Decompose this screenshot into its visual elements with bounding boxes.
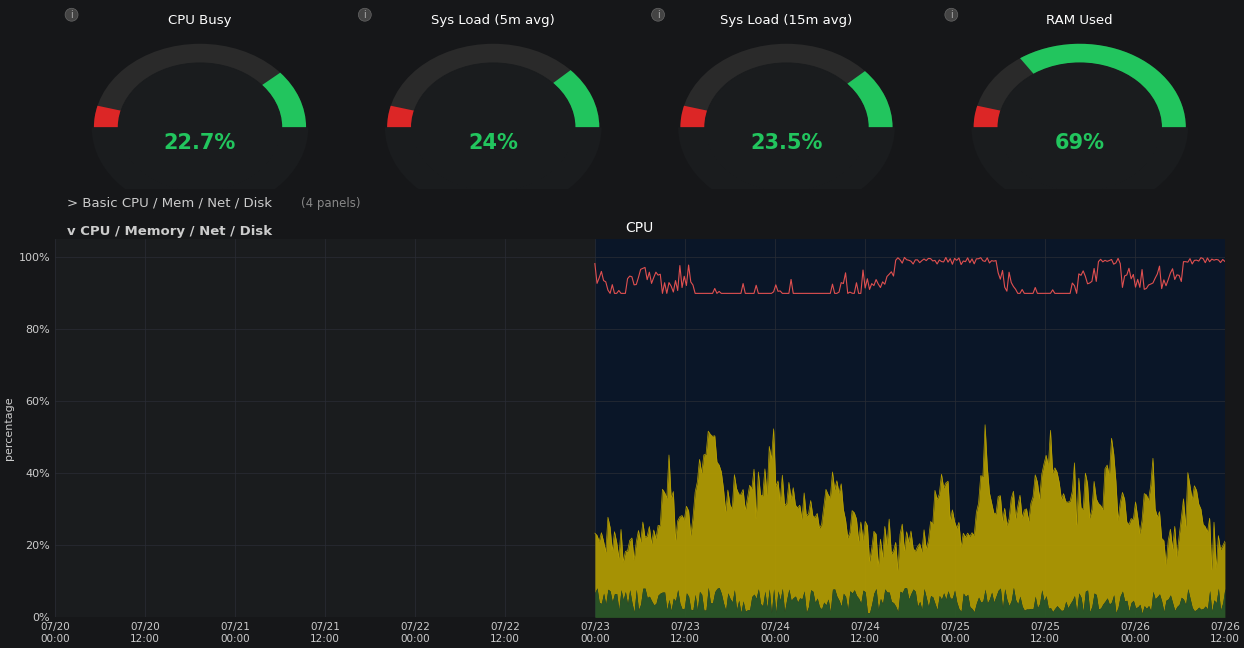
Wedge shape (92, 128, 309, 213)
Wedge shape (678, 128, 894, 213)
Circle shape (998, 63, 1161, 192)
Bar (55, 239, 595, 618)
Wedge shape (387, 106, 414, 128)
Wedge shape (680, 44, 892, 128)
Wedge shape (680, 106, 708, 128)
Text: > Basic CPU / Mem / Net / Disk: > Basic CPU / Mem / Net / Disk (66, 196, 271, 209)
Wedge shape (1020, 44, 1186, 128)
Text: Sys Load (15m avg): Sys Load (15m avg) (720, 14, 852, 27)
Text: i: i (70, 10, 73, 19)
Wedge shape (972, 128, 1188, 213)
Title: CPU: CPU (626, 222, 654, 235)
Wedge shape (93, 44, 306, 128)
Circle shape (118, 63, 281, 192)
Text: RAM Used: RAM Used (1046, 14, 1113, 27)
Wedge shape (847, 71, 892, 128)
Circle shape (705, 63, 868, 192)
Wedge shape (974, 44, 1186, 128)
Text: i: i (950, 10, 953, 19)
Text: v CPU / Memory / Net / Disk: v CPU / Memory / Net / Disk (66, 226, 271, 238)
Wedge shape (387, 44, 600, 128)
Text: 24%: 24% (468, 133, 519, 153)
Text: 69%: 69% (1055, 133, 1105, 153)
Text: 22.7%: 22.7% (164, 133, 236, 153)
Y-axis label: percentage: percentage (4, 397, 14, 460)
Wedge shape (261, 73, 306, 128)
Text: (4 panels): (4 panels) (301, 196, 360, 209)
Wedge shape (93, 106, 121, 128)
Wedge shape (974, 106, 1001, 128)
Text: CPU Busy: CPU Busy (168, 14, 231, 27)
Text: 23.5%: 23.5% (750, 133, 822, 153)
Text: i: i (657, 10, 659, 19)
Text: i: i (363, 10, 366, 19)
Wedge shape (552, 70, 600, 128)
Wedge shape (384, 128, 602, 213)
Bar (595, 239, 1225, 618)
Text: Sys Load (5m avg): Sys Load (5m avg) (432, 14, 555, 27)
Circle shape (412, 63, 575, 192)
